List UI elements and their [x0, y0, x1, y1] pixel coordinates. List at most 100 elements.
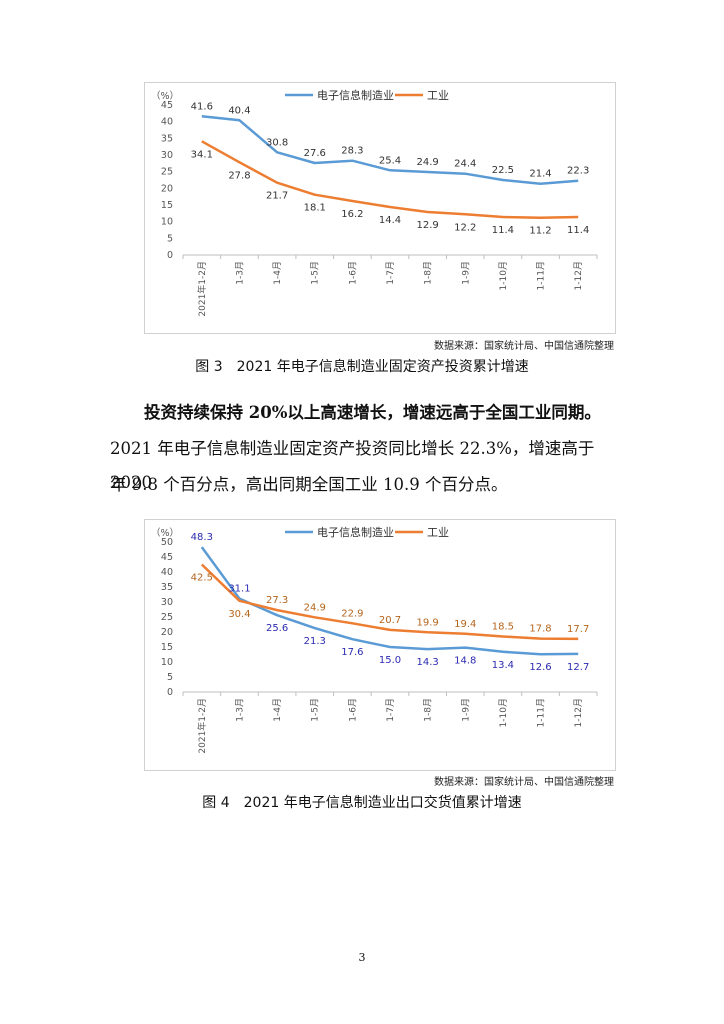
data-label: 27.8	[228, 170, 250, 181]
y-tick-label: 40	[161, 567, 173, 578]
data-label: 48.3	[191, 532, 213, 543]
y-axis-unit-label: （%）	[151, 90, 179, 102]
data-label: 18.1	[304, 203, 326, 214]
x-tick-label: 1-11月	[536, 261, 547, 290]
x-tick-label: 1-9月	[460, 261, 471, 285]
y-tick-label: 20	[161, 627, 173, 638]
data-label: 21.7	[266, 191, 288, 202]
series-line	[200, 563, 579, 641]
data-label: 24.4	[454, 159, 476, 170]
x-tick-label: 1-5月	[310, 261, 321, 285]
y-tick-label: 50	[161, 537, 173, 548]
y-tick-label: 15	[161, 642, 173, 653]
x-tick-label: 1-12月	[573, 261, 584, 290]
data-label: 22.5	[492, 165, 514, 176]
data-label: 27.6	[304, 148, 326, 159]
data-label: 13.4	[492, 660, 514, 671]
data-label: 11.2	[529, 226, 551, 237]
legend-label: 工业	[427, 526, 449, 539]
data-label: 19.9	[417, 617, 439, 628]
legend-label: 电子信息制造业	[317, 525, 394, 539]
x-tick-label: 1-5月	[310, 698, 321, 722]
y-axis-unit-label: （%）	[151, 527, 179, 539]
y-tick-label: 45	[161, 100, 173, 111]
data-label: 30.8	[266, 137, 288, 148]
data-label: 12.9	[417, 220, 439, 231]
y-tick-label: 10	[161, 217, 173, 228]
y-tick-label: 30	[161, 150, 173, 161]
x-tick-label: 2021年1-2月	[196, 698, 208, 754]
x-tick-label: 1-6月	[347, 261, 358, 285]
data-label: 24.9	[304, 602, 326, 613]
y-tick-label: 0	[167, 250, 173, 261]
x-tick-label: 1-4月	[272, 261, 283, 285]
body-text-line-1: 2021 年电子信息制造业固定资产投资同比增长 22.3%，增速高于 2020	[110, 439, 595, 492]
y-tick-label: 35	[161, 582, 173, 593]
data-label: 12.7	[567, 662, 589, 673]
export-growth-chart-svg: （%） 0 5 10 15 20 25 30 35 40 45 50 2021年1-2月 1-3月 1-4月…	[151, 525, 598, 754]
data-label: 25.4	[379, 155, 401, 166]
data-label: 12.2	[454, 222, 476, 233]
data-label: 20.7	[379, 615, 401, 626]
y-tick-label: 40	[161, 117, 173, 128]
data-label: 21.3	[304, 636, 326, 647]
legend-label: 电子信息制造业	[317, 88, 394, 102]
series-line	[201, 115, 579, 185]
data-label: 16.2	[341, 209, 363, 220]
data-label: 42.5	[191, 573, 213, 584]
data-label: 19.4	[454, 619, 476, 630]
x-tick-label: 1-8月	[423, 261, 434, 285]
data-label: 11.4	[492, 225, 514, 236]
data-label: 21.4	[529, 169, 551, 180]
y-tick-label: 45	[161, 552, 173, 563]
x-tick-label: 1-6月	[347, 698, 358, 722]
x-tick-label: 2021年1-2月	[196, 261, 208, 317]
page-number: 3	[358, 951, 366, 964]
data-label: 41.6	[191, 101, 213, 112]
x-tick-label: 1-7月	[385, 261, 396, 285]
series-line	[201, 140, 579, 219]
data-label: 25.6	[266, 623, 288, 634]
figure3-caption: 图 3 2021 年电子信息制造业固定资产投资累计增速	[195, 359, 529, 375]
x-tick-label: 1-7月	[385, 698, 396, 722]
data-label: 12.6	[529, 662, 551, 673]
x-tick-label: 1-4月	[272, 698, 283, 722]
investment-growth-chart-svg: （%） 0 5 10 15 20 25 30 35 40 45 2021年1-2月 1-3月 1-4月 1-…	[151, 88, 598, 317]
x-tick-label: 1-9月	[460, 698, 471, 722]
x-tick-label: 1-3月	[234, 698, 245, 722]
y-tick-label: 25	[161, 612, 173, 623]
data-label: 14.4	[379, 215, 401, 226]
body-text-line-2: 年 9.8 个百分点，高出同期全国工业 10.9 个百分点。	[110, 475, 508, 494]
x-tick-label: 1-10月	[498, 261, 509, 290]
data-label: 11.4	[567, 225, 589, 236]
x-tick-label: 1-3月	[234, 261, 245, 285]
y-tick-label: 0	[167, 687, 173, 698]
data-label: 18.5	[492, 622, 514, 633]
section-lead-sentence: 投资持续保持 20%以上高速增长，增速远高于全国工业同期。	[144, 403, 601, 422]
x-tick-label: 1-11月	[536, 698, 547, 727]
y-tick-label: 30	[161, 597, 173, 608]
chart2-data-source: 数据来源：国家统计局、中国信通院整理	[434, 777, 614, 788]
data-label: 27.3	[266, 595, 288, 606]
data-label: 17.7	[567, 624, 589, 635]
data-label: 24.9	[417, 157, 439, 168]
data-label: 17.6	[341, 647, 363, 658]
y-tick-label: 5	[167, 672, 173, 683]
data-label: 14.3	[417, 657, 439, 668]
export-growth-chart: （%） 0 5 10 15 20 25 30 35 40 45 50 2021年1-2月 1-3月 1-4月…	[144, 519, 616, 771]
figure4-caption: 图 4 2021 年电子信息制造业出口交货值累计增速	[202, 795, 522, 811]
investment-growth-chart: （%） 0 5 10 15 20 25 30 35 40 45 2021年1-2月 1-3月 1-4月 1-…	[144, 82, 616, 334]
data-label: 28.3	[341, 146, 363, 157]
chart1-data-source: 数据来源：国家统计局、中国信通院整理	[434, 341, 614, 352]
series-line	[200, 546, 579, 656]
legend-label: 工业	[427, 89, 449, 102]
data-label: 22.9	[341, 608, 363, 619]
x-tick-label: 1-8月	[423, 698, 434, 722]
x-tick-label: 1-12月	[573, 698, 584, 727]
y-tick-label: 25	[161, 167, 173, 178]
y-tick-label: 5	[167, 233, 173, 244]
data-label: 40.4	[228, 105, 250, 116]
data-label: 31.1	[228, 584, 250, 595]
data-label: 22.3	[567, 166, 589, 177]
x-tick-label: 1-10月	[498, 698, 509, 727]
